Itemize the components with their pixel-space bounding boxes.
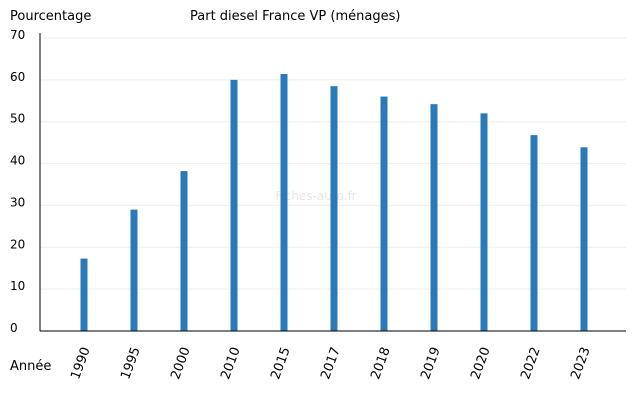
- x-axis-label: Année: [10, 359, 51, 374]
- y-tick-label: 10: [10, 279, 25, 293]
- x-tick-labels: 1990 1995 2000 2010 2015 2017 2018 2019 2020 2022…: [68, 345, 593, 381]
- x-tick-label-2010: 2010: [218, 345, 243, 381]
- x-tick-label-2000: 2000: [168, 345, 193, 381]
- y-tick-label: 70: [10, 28, 25, 42]
- x-tick-label-1990: 1990: [68, 345, 93, 381]
- bars: [80, 73, 588, 332]
- bar-2023: [580, 147, 588, 331]
- bar-2019: [430, 104, 438, 332]
- x-tick-label-2017: 2017: [318, 345, 343, 381]
- bar-2010: [230, 79, 238, 331]
- y-tick-label: 20: [10, 237, 25, 251]
- bar-2020: [480, 113, 488, 331]
- x-tick-label-2022: 2022: [518, 345, 543, 381]
- x-tick-label-2023: 2023: [568, 345, 593, 381]
- x-tick-label-2019: 2019: [418, 345, 443, 381]
- y-tick-label: 30: [10, 195, 25, 209]
- x-tick-label-1995: 1995: [118, 345, 143, 381]
- bar-1990: [80, 258, 88, 331]
- watermark: Fiches-auto.fr: [275, 189, 356, 203]
- x-tick-label-2018: 2018: [368, 345, 393, 381]
- y-axis-label: Pourcentage: [10, 9, 91, 24]
- bar-1995: [130, 209, 138, 331]
- y-tick-label: 60: [10, 70, 25, 84]
- x-tick-label-2015: 2015: [268, 345, 293, 381]
- y-tick-labels: 0 10 20 30 40 50 60 70: [10, 28, 25, 335]
- bar-2017: [330, 86, 338, 331]
- y-tick-label: 40: [10, 154, 25, 168]
- y-tick-label: 0: [10, 321, 18, 335]
- chart-title: Part diesel France VP (ménages): [190, 9, 400, 24]
- y-tick-label: 50: [10, 112, 25, 126]
- bar-2015: [280, 73, 288, 332]
- bar-2022: [530, 135, 538, 331]
- x-tick-label-2020: 2020: [468, 345, 493, 381]
- bar-2000: [180, 171, 188, 331]
- bar-2018: [380, 96, 388, 331]
